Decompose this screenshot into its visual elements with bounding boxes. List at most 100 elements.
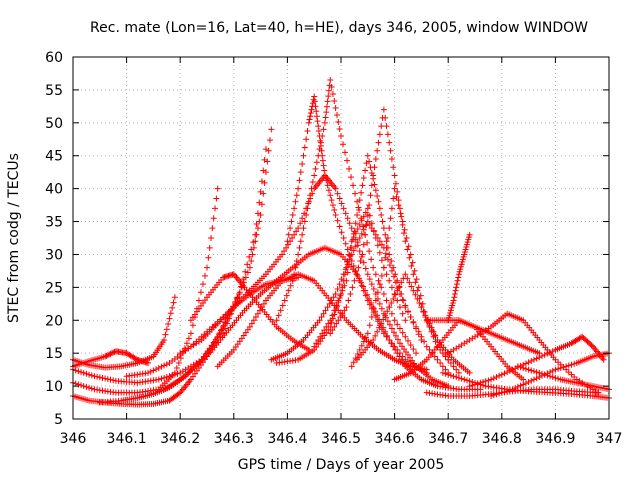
data-point — [360, 213, 367, 220]
data-point — [308, 185, 315, 192]
data-point — [522, 360, 529, 367]
series-3 — [70, 146, 269, 386]
data-point — [264, 158, 271, 165]
data-point — [362, 292, 369, 299]
data-point — [403, 235, 410, 241]
data-point — [528, 357, 535, 364]
data-point — [363, 221, 370, 228]
data-point — [372, 187, 379, 194]
data-point — [158, 375, 165, 382]
data-point — [563, 363, 570, 370]
data-point — [504, 369, 511, 376]
data-point — [380, 106, 387, 113]
data-point — [453, 281, 460, 288]
data-point — [517, 382, 524, 389]
y-tick-label: 55 — [45, 83, 63, 99]
data-point — [253, 231, 260, 238]
data-point — [392, 291, 399, 298]
data-point — [370, 337, 377, 344]
data-point — [347, 253, 354, 260]
data-point — [195, 297, 202, 304]
data-point — [169, 304, 176, 311]
data-point — [410, 318, 417, 325]
data-point — [356, 248, 363, 255]
data-point — [291, 231, 298, 238]
data-point — [412, 291, 419, 298]
data-point — [342, 240, 349, 247]
data-point — [311, 93, 318, 100]
data-point — [405, 309, 411, 316]
data-point — [386, 277, 393, 284]
data-point — [396, 304, 403, 311]
series-20 — [445, 231, 473, 324]
data-point — [375, 277, 382, 284]
data-point — [355, 264, 362, 271]
data-point — [330, 294, 337, 301]
data-point — [388, 299, 395, 306]
data-point — [163, 374, 170, 381]
data-point — [343, 304, 350, 311]
data-point — [213, 195, 220, 202]
data-point — [536, 369, 543, 376]
data-point — [163, 361, 170, 368]
data-point — [401, 226, 408, 233]
data-point — [378, 284, 385, 291]
data-point — [325, 187, 332, 194]
data-point — [322, 307, 329, 314]
data-point — [348, 174, 355, 181]
series-26 — [488, 350, 612, 399]
data-point — [391, 317, 398, 324]
data-point — [390, 264, 397, 271]
data-point — [258, 304, 265, 311]
data-point — [311, 343, 318, 350]
data-point — [171, 294, 178, 301]
data-point — [391, 290, 398, 297]
data-point — [343, 264, 350, 271]
data-point — [366, 248, 373, 255]
data-point — [380, 330, 387, 337]
data-point — [335, 118, 342, 125]
data-point — [482, 378, 489, 385]
data-point — [342, 149, 349, 156]
data-point — [287, 282, 294, 289]
data-point — [372, 235, 379, 241]
data-point — [320, 310, 327, 317]
data-point — [407, 251, 414, 258]
data-point — [431, 332, 438, 339]
data-point — [328, 297, 335, 304]
data-point — [528, 377, 535, 384]
data-point — [210, 215, 217, 222]
data-point — [354, 211, 361, 218]
data-point — [102, 353, 109, 360]
data-point — [331, 323, 338, 330]
data-point — [388, 310, 395, 317]
chart-title: Rec. mate (Lon=16, Lat=40, h=HE), days 3… — [90, 20, 588, 36]
data-point — [533, 355, 540, 362]
data-point — [248, 258, 255, 265]
data-point — [250, 244, 257, 251]
data-point — [383, 238, 390, 245]
data-point — [399, 329, 406, 336]
data-point — [347, 290, 354, 297]
data-point — [292, 264, 299, 271]
data-point — [488, 392, 495, 399]
data-point — [313, 108, 320, 115]
data-point — [501, 370, 508, 377]
data-point — [547, 349, 554, 356]
data-point — [78, 382, 85, 389]
data-point — [429, 327, 436, 334]
data-point — [394, 297, 401, 304]
data-point — [434, 337, 441, 344]
data-point — [565, 362, 572, 369]
data-point — [175, 360, 182, 367]
data-point — [533, 369, 540, 376]
data-point — [289, 211, 296, 218]
data-point — [382, 254, 389, 261]
data-point — [413, 323, 420, 330]
data-point — [183, 340, 190, 347]
data-point — [155, 364, 162, 371]
data-point — [364, 297, 371, 304]
data-point — [370, 227, 377, 234]
